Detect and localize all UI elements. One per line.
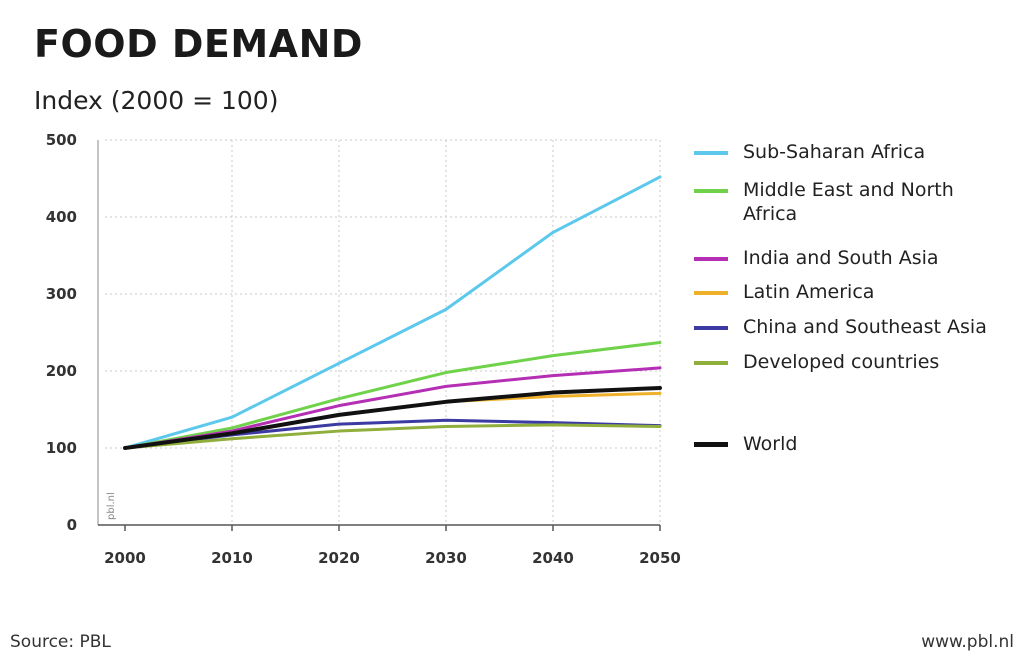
x-tick-label: 2010 [211, 549, 253, 567]
legend-swatch [694, 361, 728, 365]
chart-title: FOOD DEMAND [34, 22, 363, 66]
legend-swatch [694, 151, 728, 155]
legend-swatch [694, 257, 728, 261]
legend-swatch [694, 189, 728, 193]
x-tick-label: 2000 [104, 549, 146, 567]
y-tick-label: 0 [67, 516, 77, 534]
legend-label: Middle East and North Africa [743, 179, 954, 225]
watermark-text: pbl.nl [106, 492, 117, 520]
series-line-5 [123, 423, 662, 450]
source-url: www.pbl.nl [921, 632, 1014, 652]
series-line-1 [123, 341, 662, 450]
series-line-6 [123, 385, 662, 450]
legend-label: Latin America [743, 281, 875, 303]
x-tick-label: 2030 [425, 549, 467, 567]
legend-label: World [743, 433, 798, 455]
x-tick-label: 2040 [532, 549, 574, 567]
legend-swatch [694, 442, 728, 447]
y-tick-label: 200 [46, 362, 77, 380]
legend-label: Developed countries [743, 351, 940, 373]
x-tick-label: 2050 [639, 549, 681, 567]
x-tick-label: 2020 [318, 549, 360, 567]
source-label: Source: PBL [10, 632, 111, 652]
legend-label: Sub-Saharan Africa [743, 141, 926, 163]
chart-subtitle: Index (2000 = 100) [34, 86, 279, 115]
series-line-0 [123, 175, 662, 450]
legend-label: China and Southeast Asia [743, 316, 987, 338]
legend-label: India and South Asia [743, 247, 939, 269]
y-tick-label: 400 [46, 208, 77, 226]
y-tick-label: 100 [46, 439, 77, 457]
legend-swatch [694, 291, 728, 295]
legend-swatch [694, 326, 728, 330]
y-tick-label: 500 [46, 131, 77, 149]
y-tick-label: 300 [46, 285, 77, 303]
